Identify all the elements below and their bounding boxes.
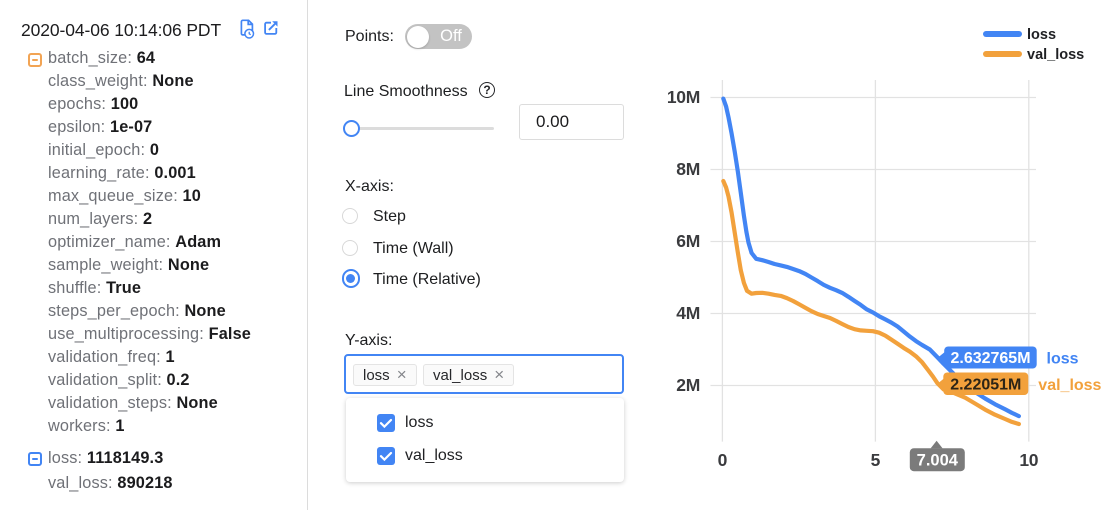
svg-text:loss: loss [1047,351,1079,368]
svg-text:0: 0 [718,450,728,470]
svg-text:val_loss: val_loss [1027,47,1084,63]
svg-text:4M: 4M [676,303,700,323]
svg-text:6M: 6M [676,231,700,251]
svg-text:2.22051M: 2.22051M [950,377,1021,394]
svg-text:2.632765M: 2.632765M [950,350,1030,367]
svg-text:2M: 2M [676,375,700,395]
svg-text:val_loss: val_loss [1038,377,1101,394]
svg-text:10M: 10M [667,87,700,107]
svg-text:7.004: 7.004 [917,452,959,470]
svg-text:5: 5 [871,450,881,470]
svg-text:loss: loss [1027,27,1056,43]
svg-text:8M: 8M [676,159,700,179]
svg-text:10: 10 [1019,450,1038,470]
